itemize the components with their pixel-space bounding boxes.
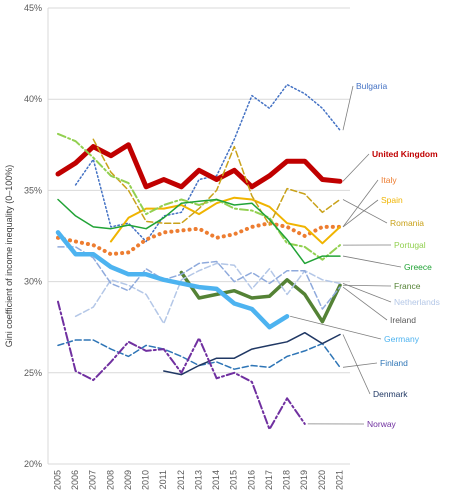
series-label-finland: Finland <box>380 358 408 368</box>
x-tick-label: 2006 <box>70 470 80 490</box>
x-tick-label: 2016 <box>246 470 256 490</box>
x-tick-label: 2012 <box>176 470 186 490</box>
x-tick-label: 2005 <box>52 470 62 490</box>
y-tick-label: 20% <box>24 459 42 469</box>
x-tick-label: 2019 <box>299 470 309 490</box>
leader-line <box>342 199 388 224</box>
series-label-greece: Greece <box>404 262 432 272</box>
label-leader-lines <box>290 85 402 425</box>
series-label-norway: Norway <box>367 419 397 429</box>
series-line-netherlands <box>74 262 341 325</box>
x-tick-labels: 2005 2006 2007 2008 2009 2010 2011 2012 2013 2014… <box>52 470 344 490</box>
y-tick-label: 35% <box>24 185 42 195</box>
series-lines <box>55 83 343 431</box>
series-line-italy <box>56 221 342 257</box>
x-tick-label: 2011 <box>158 470 168 489</box>
y-tick-label: 45% <box>24 3 42 13</box>
x-tick-label: 2010 <box>141 470 151 490</box>
series-line-spain <box>109 196 341 245</box>
y-tick-labels: 20% 25% 30% 35% 40% 45% <box>24 3 42 469</box>
leader-line <box>342 283 392 303</box>
x-tick-label: 2008 <box>105 470 115 490</box>
x-tick-label: 2014 <box>211 470 221 490</box>
x-tick-label: 2015 <box>229 470 239 490</box>
y-tick-label: 25% <box>24 368 42 378</box>
y-tick-label: 30% <box>24 277 42 287</box>
series-line-france <box>179 270 342 324</box>
series-label-united-kingdom: United Kingdom <box>372 149 438 159</box>
leader-line <box>342 284 392 287</box>
series-line-greece <box>57 198 341 265</box>
x-tick-label: 2017 <box>264 470 274 490</box>
series-line-ireland <box>57 246 341 310</box>
leader-line <box>342 255 402 268</box>
series-line-romania <box>92 138 341 226</box>
leader-line <box>342 153 370 182</box>
series-line-denmark <box>163 331 341 376</box>
leader-line <box>342 334 371 395</box>
leader-line <box>342 199 379 228</box>
y-axis-title: Gini coefficient of income inequality (0… <box>4 165 14 347</box>
series-label-italy: Italy <box>381 175 397 185</box>
series-line-portugal <box>57 132 341 261</box>
x-tick-label: 2020 <box>317 470 327 490</box>
series-label-france: France <box>394 281 421 291</box>
series-line-germany <box>55 230 290 330</box>
x-tick-label: 2021 <box>334 470 344 490</box>
series-label-germany: Germany <box>384 334 420 344</box>
x-tick-label: 2018 <box>282 470 292 490</box>
series-label-netherlands: Netherlands <box>394 297 440 307</box>
series-label-ireland: Ireland <box>390 315 416 325</box>
series-line-norway <box>57 300 306 431</box>
series-line-united-kingdom <box>55 142 343 190</box>
leader-line <box>342 286 388 321</box>
x-tick-label: 2013 <box>193 470 203 490</box>
gridlines <box>47 7 350 465</box>
series-labels: Bulgaria United Kingdom Italy Spain Romania P… <box>356 81 440 429</box>
series-label-denmark: Denmark <box>373 389 408 399</box>
leader-line <box>290 315 382 340</box>
x-tick-label: 2007 <box>88 470 98 490</box>
x-tick-label: 2009 <box>123 470 133 490</box>
leader-line <box>342 362 378 368</box>
series-label-spain: Spain <box>381 195 403 205</box>
y-tick-label: 40% <box>24 94 42 104</box>
series-label-bulgaria: Bulgaria <box>356 81 387 91</box>
series-label-romania: Romania <box>390 218 424 228</box>
leader-line <box>342 179 379 228</box>
leader-line <box>342 85 354 131</box>
series-label-portugal: Portugal <box>394 240 426 250</box>
